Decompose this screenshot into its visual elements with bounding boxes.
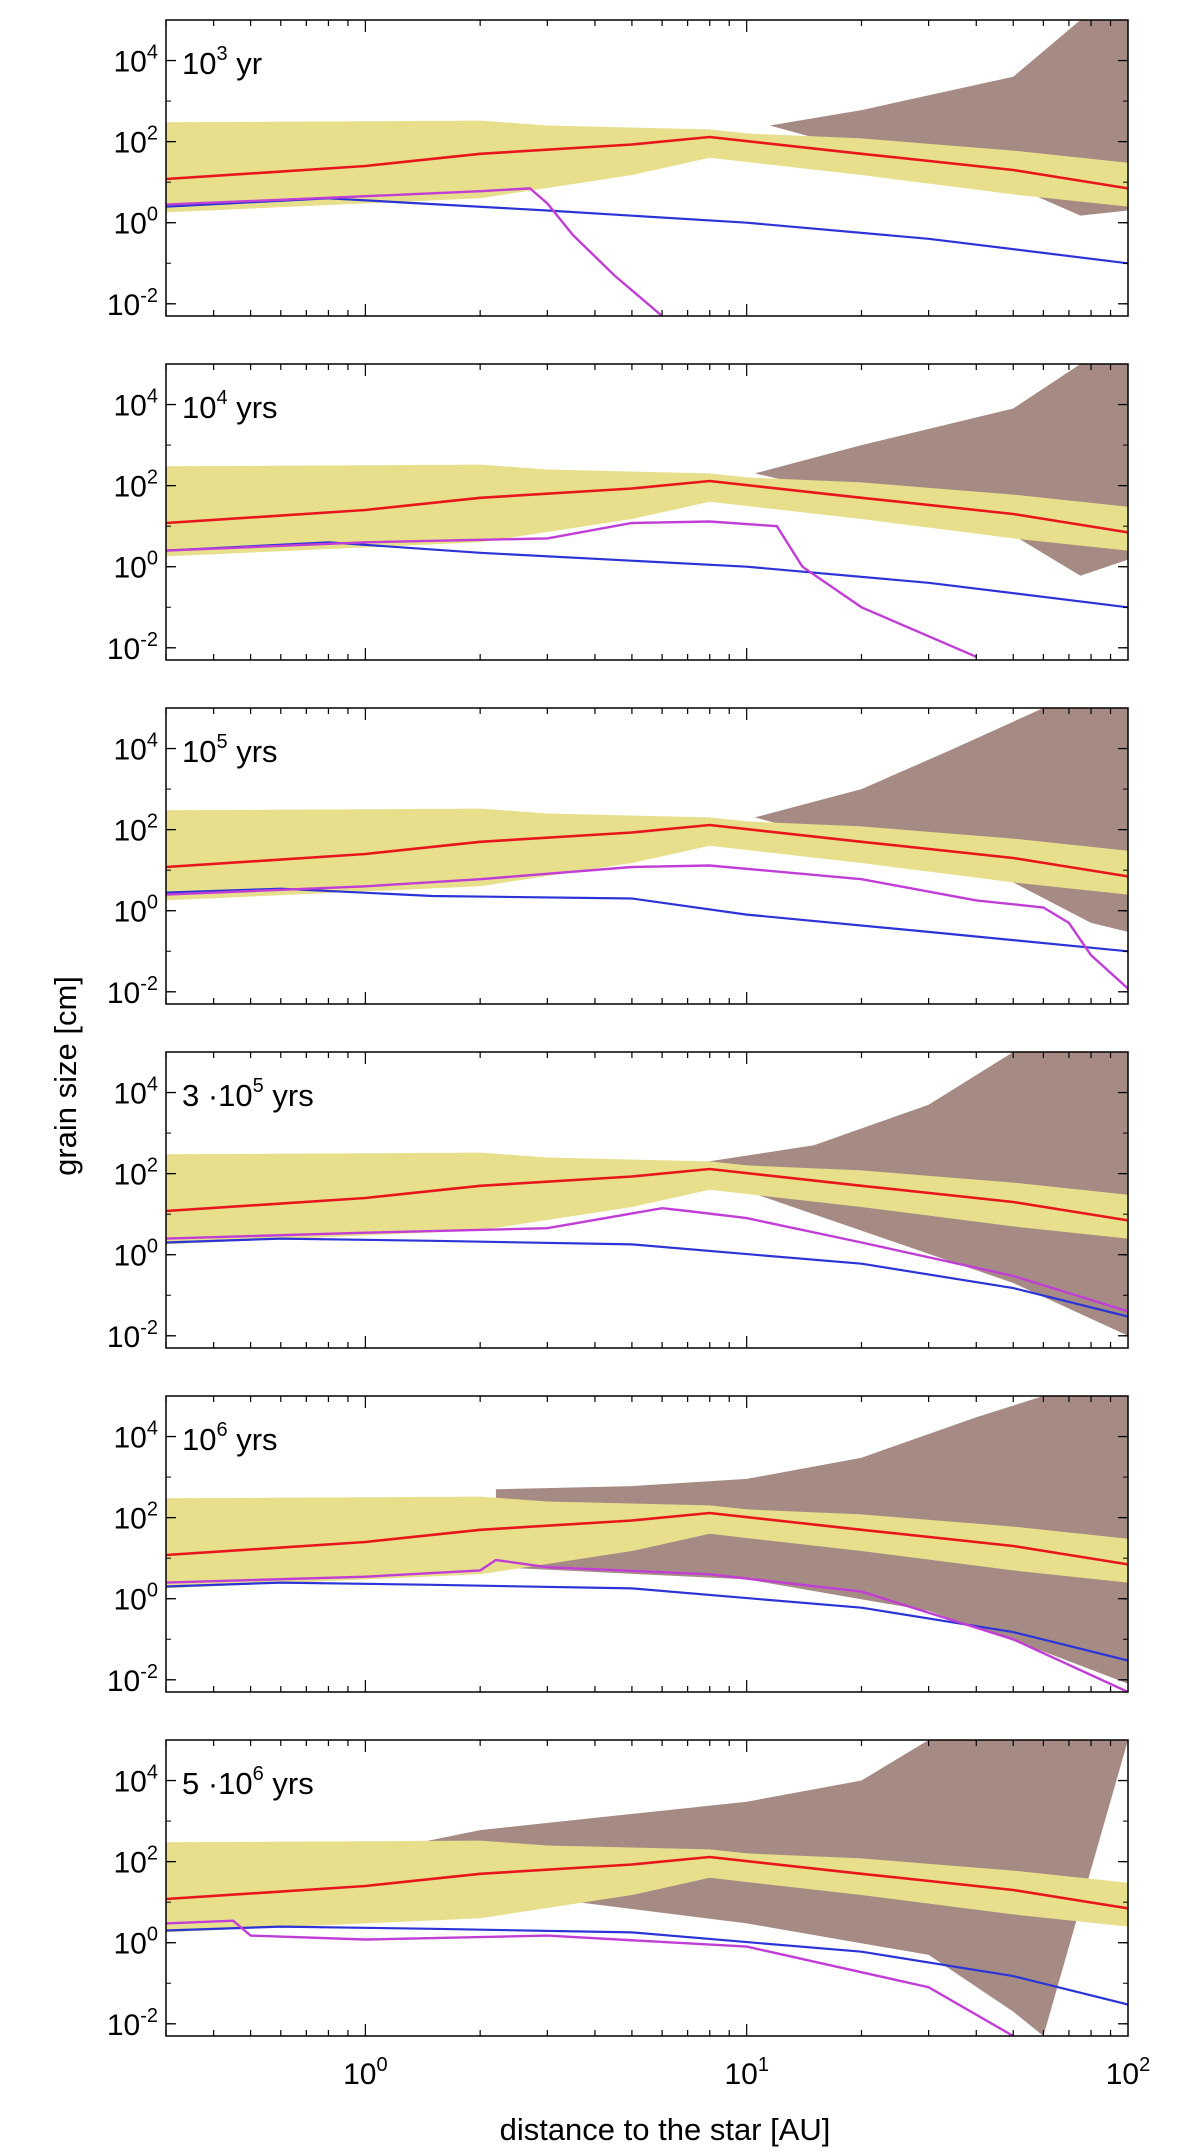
panel-plot-area bbox=[166, 20, 1128, 316]
y-tick-label: 104 bbox=[114, 730, 159, 767]
brown-region bbox=[754, 708, 1128, 932]
magenta-line bbox=[166, 1206, 1128, 1313]
x-tick-label: 100 bbox=[343, 2054, 388, 2091]
panel-frame bbox=[165, 363, 1129, 661]
y-tick-label: 102 bbox=[114, 1843, 159, 1880]
red-line bbox=[166, 1167, 1128, 1222]
red-line bbox=[166, 135, 1128, 190]
panel-6: 10-2 100 102 104 5 ·106 yrs bbox=[107, 1739, 1129, 2042]
panel-frame bbox=[165, 1395, 1129, 1693]
panel-time-label: 106 yrs bbox=[182, 1419, 278, 1457]
panel-plot-area bbox=[166, 364, 1128, 658]
red-line bbox=[166, 1855, 1128, 1910]
yellow-band bbox=[166, 1840, 1128, 1933]
y-tick-label: 104 bbox=[114, 386, 159, 423]
y-tick-label: 10-2 bbox=[107, 2005, 158, 2042]
x-tick-label: 102 bbox=[1106, 2054, 1151, 2091]
magenta-line bbox=[166, 864, 1128, 990]
red-line bbox=[166, 823, 1128, 878]
panel-time-label: 103 yr bbox=[182, 43, 262, 81]
brown-region bbox=[280, 1740, 1128, 2036]
y-tick-label: 10-2 bbox=[107, 973, 158, 1010]
yellow-band bbox=[166, 1152, 1128, 1245]
panel-time-label: 104 yrs bbox=[182, 387, 278, 425]
blue-line bbox=[166, 1237, 1128, 1318]
y-tick-label: 104 bbox=[114, 1762, 159, 1799]
yellow-band bbox=[166, 120, 1128, 213]
y-tick-label: 102 bbox=[114, 1499, 159, 1536]
y-tick-label: 104 bbox=[114, 1418, 159, 1455]
panel-2: 10-2 100 102 104 104 yrs bbox=[107, 363, 1129, 666]
magenta-line bbox=[166, 1558, 1128, 1692]
y-tick-label: 10-2 bbox=[107, 1317, 158, 1354]
panel-time-label: 3 ·105 yrs bbox=[182, 1075, 314, 1113]
yellow-band bbox=[166, 1496, 1128, 1589]
y-tick-label: 100 bbox=[114, 548, 159, 585]
y-tick-label: 100 bbox=[114, 1236, 159, 1273]
blue-line bbox=[166, 1925, 1128, 2006]
magenta-line bbox=[166, 520, 977, 658]
y-tick-label: 102 bbox=[114, 123, 159, 160]
panel-plot-area bbox=[166, 708, 1128, 990]
red-line bbox=[166, 1511, 1128, 1566]
x-axis-label: distance to the star [AU] bbox=[500, 2112, 831, 2147]
y-tick-label: 102 bbox=[114, 1155, 159, 1192]
y-tick-label: 100 bbox=[114, 204, 159, 241]
panel-time-label: 105 yrs bbox=[182, 731, 278, 769]
panel-frame bbox=[165, 707, 1129, 1005]
panel-time-label: 5 ·106 yrs bbox=[182, 1763, 314, 1801]
yellow-band bbox=[166, 464, 1128, 557]
panel-4: 10-2 100 102 104 3 ·105 yrs bbox=[107, 1051, 1129, 1354]
y-axis-label: grain size [cm] bbox=[48, 976, 83, 1176]
y-tick-label: 104 bbox=[114, 42, 159, 79]
red-line bbox=[166, 479, 1128, 534]
yellow-band bbox=[166, 808, 1128, 901]
panel-plot-area bbox=[166, 1052, 1128, 1336]
y-tick-label: 10-2 bbox=[107, 629, 158, 666]
magenta-line bbox=[166, 1919, 1014, 2036]
panel-frame bbox=[165, 1051, 1129, 1349]
panel-5: 10-2 100 102 104 106 yrs bbox=[107, 1395, 1129, 1698]
magenta-line bbox=[166, 187, 663, 316]
blue-line bbox=[166, 197, 1128, 265]
blue-line bbox=[166, 1581, 1128, 1662]
y-tick-label: 100 bbox=[114, 892, 159, 929]
panel-plot-area bbox=[166, 1740, 1128, 2036]
panel-frame bbox=[165, 19, 1129, 317]
y-tick-label: 10-2 bbox=[107, 285, 158, 322]
y-tick-label: 102 bbox=[114, 811, 159, 848]
blue-line bbox=[166, 887, 1128, 953]
panel-frame bbox=[165, 1739, 1129, 2037]
y-tick-label: 100 bbox=[114, 1580, 159, 1617]
panel-3: 10-2 100 102 104 105 yrs bbox=[107, 707, 1129, 1010]
y-tick-label: 10-2 bbox=[107, 1661, 158, 1698]
panel-1: 10-2 100 102 104 103 yr bbox=[107, 19, 1129, 322]
blue-line bbox=[166, 541, 1128, 609]
y-tick-label: 102 bbox=[114, 467, 159, 504]
x-tick-label: 101 bbox=[724, 2054, 769, 2091]
y-tick-label: 104 bbox=[114, 1074, 159, 1111]
panel-plot-area bbox=[166, 1396, 1128, 1692]
y-tick-label: 100 bbox=[114, 1924, 159, 1961]
